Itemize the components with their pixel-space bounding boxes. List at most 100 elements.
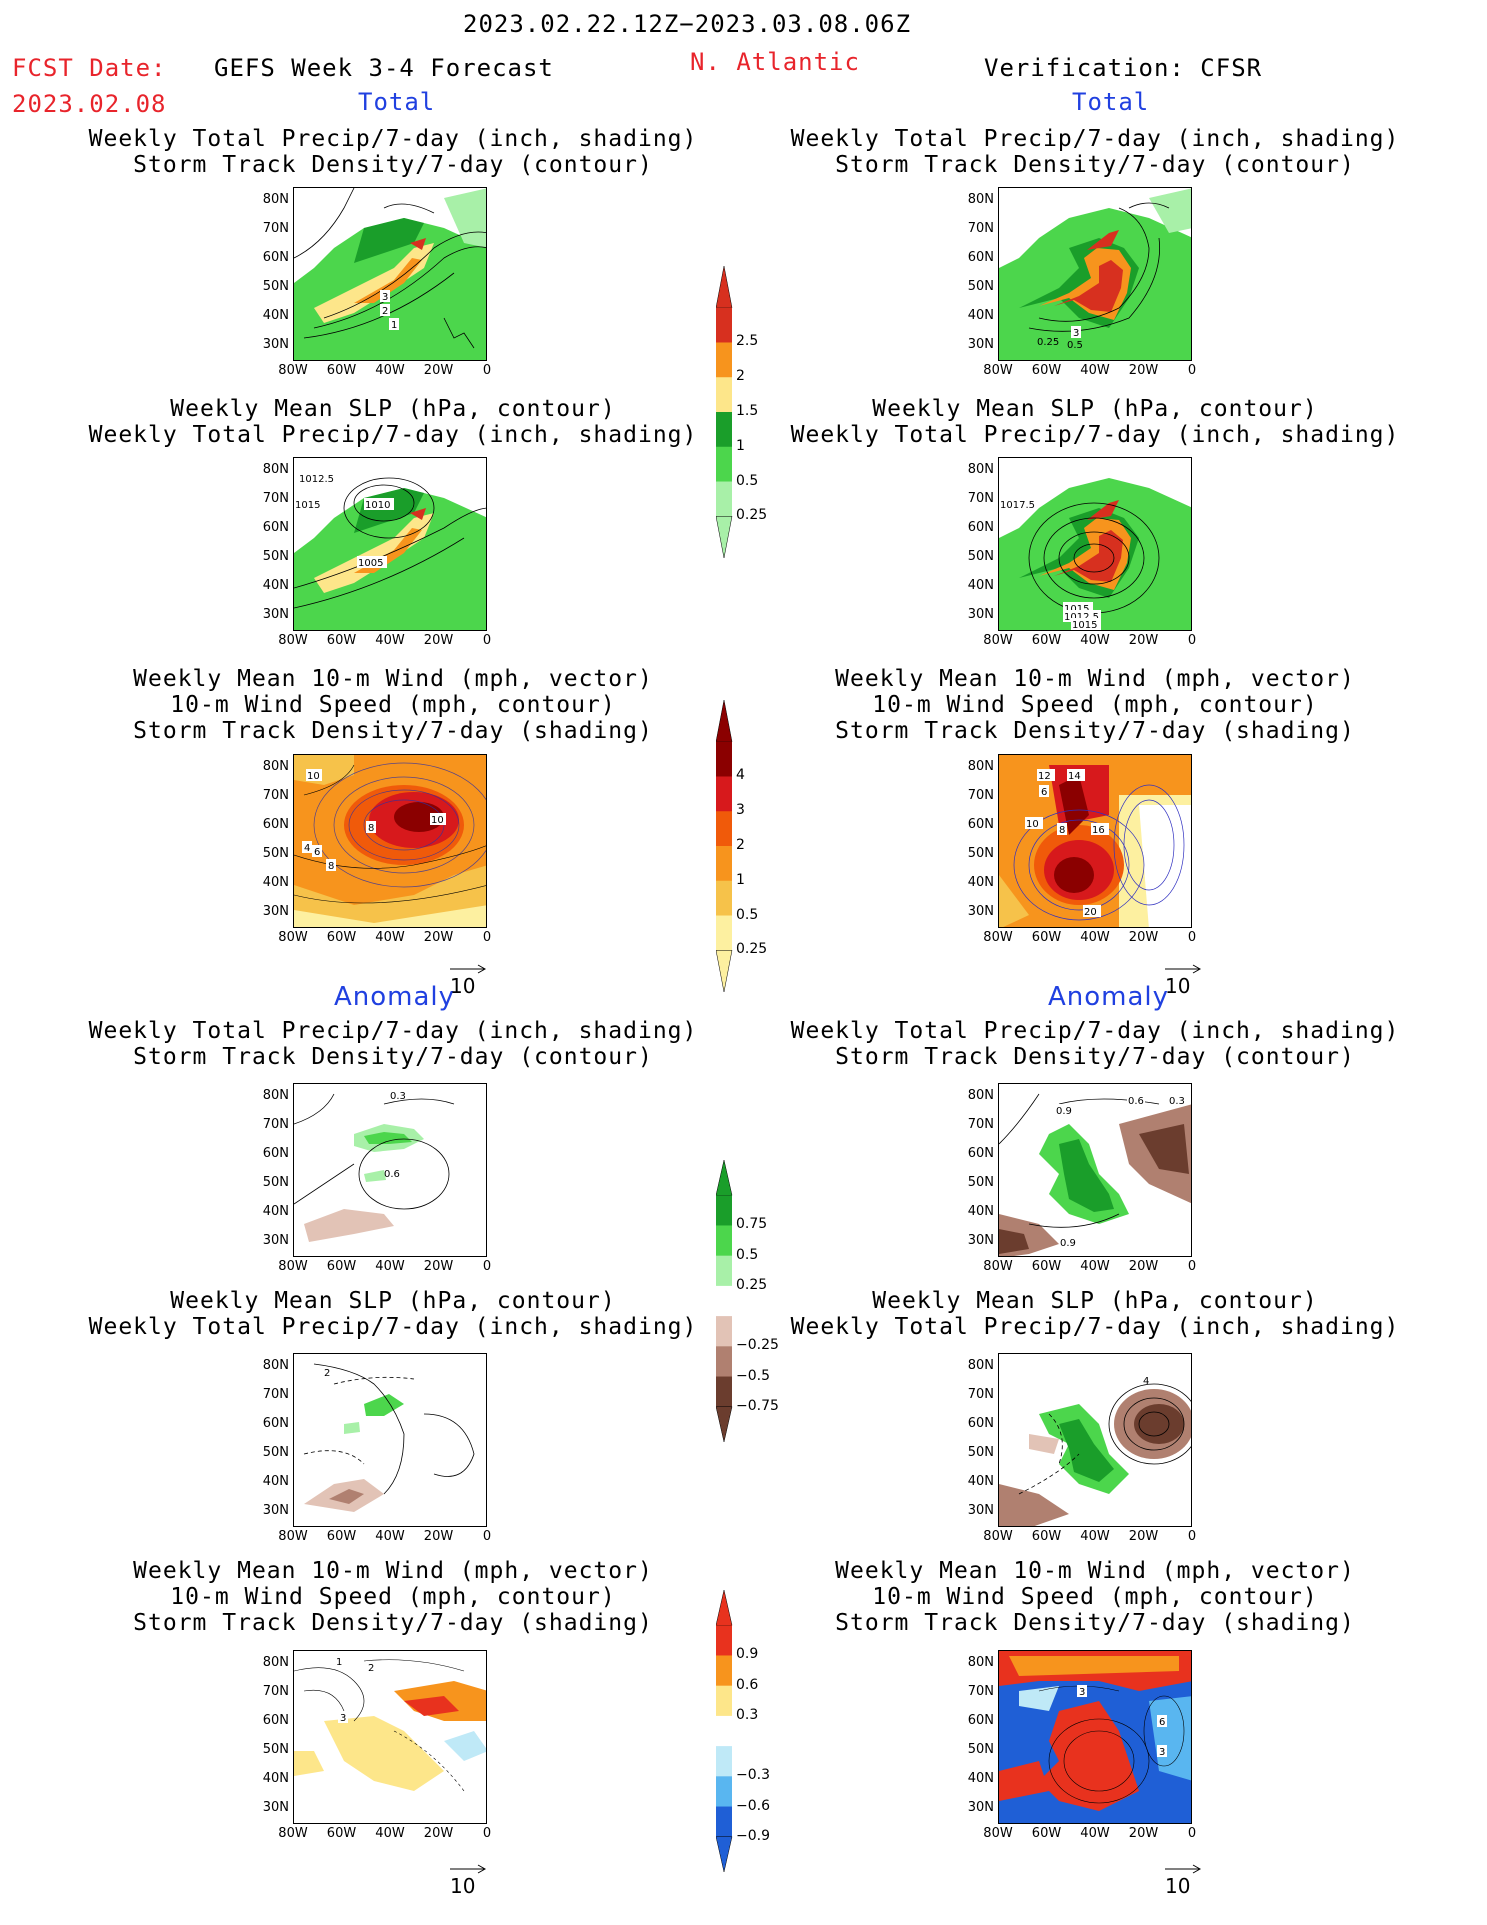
title-line: Weekly Total Precip/7-day (inch, shading… [790, 1018, 1400, 1044]
map-forecast-precip-anomaly: 0.3 0.6 [293, 1083, 487, 1257]
colorbar-swatch [716, 1195, 732, 1226]
y-tick-label: 30N [262, 1233, 289, 1248]
x-tick-label: 40W [1080, 363, 1110, 378]
x-tick-label: 60W [326, 363, 357, 378]
title-line: 10-m Wind Speed (mph, contour) [872, 1584, 1318, 1610]
colorbar-arrow-bottom [716, 1836, 733, 1872]
title-line: Weekly Mean SLP (hPa, contour) [872, 1288, 1318, 1314]
y-tick-label: 30N [967, 1503, 994, 1518]
x-tick-label: 80W [983, 930, 1013, 945]
colorbar-label: 0.25 [736, 507, 768, 524]
map-forecast-slp-total: 1012.5 1015 1010 1005 [293, 457, 487, 631]
colorbar-graphic [716, 1590, 733, 1872]
x-tick-label: 80W [278, 363, 308, 378]
contour-label: 3 [1079, 1687, 1085, 1698]
x-tick-label: 60W [1031, 1529, 1062, 1544]
x-tick-label: 0 [1187, 633, 1197, 648]
map-verification-slp-anomaly: 4 [998, 1353, 1192, 1527]
colorbar-label: −0.5 [736, 1367, 770, 1384]
y-tick-label: 30N [262, 337, 289, 352]
x-tick-label: 80W [983, 1259, 1013, 1274]
colorbar-label: 2 [736, 368, 745, 385]
map-forecast-precip-total: 3 2 1 [293, 187, 487, 361]
y-tick-label: 60N [967, 1146, 994, 1161]
x-tick-label: 0 [482, 633, 492, 648]
x-tick-label: 40W [375, 930, 405, 945]
x-tick-label: 80W [278, 1259, 308, 1274]
x-tick-label: 20W [1128, 1826, 1159, 1841]
y-tick-label: 50N [967, 1742, 994, 1757]
y-tick-label: 80N [967, 1655, 994, 1670]
title-q6: Weekly Mean 10-m Wind (mph, vector) 10-m… [765, 1558, 1425, 1636]
arrow-right-icon [450, 964, 487, 974]
x-tick-label: 80W [983, 1529, 1013, 1544]
contour-label: 3 [340, 1713, 346, 1724]
colorbar-swatch [716, 1776, 732, 1808]
y-tick-label: 70N [967, 491, 994, 506]
contour-label: 8 [1059, 825, 1065, 836]
y-tick-label: 80N [967, 1088, 994, 1103]
contour-label: 16 [1092, 825, 1105, 836]
x-tick-label: 40W [375, 1529, 405, 1544]
colorbar-swatch [716, 1316, 732, 1347]
y-tick-label: 60N [262, 250, 289, 265]
y-tick-label: 40N [262, 1474, 289, 1489]
title-line: Weekly Total Precip/7-day (inch, shading… [790, 422, 1400, 448]
y-tick-label: 50N [967, 279, 994, 294]
right-total-label: Total [1072, 88, 1150, 116]
title-line: Weekly Mean SLP (hPa, contour) [170, 396, 616, 422]
title-line: 10-m Wind Speed (mph, contour) [170, 692, 616, 718]
title-line: Weekly Total Precip/7-day (inch, shading… [790, 1314, 1400, 1340]
x-tick-label: 80W [278, 1529, 308, 1544]
colorbar-label: 0.5 [736, 906, 759, 923]
y-tick-label: 70N [967, 221, 994, 236]
contour-label: 8 [328, 861, 334, 872]
x-tick-label: 0 [1187, 363, 1197, 378]
contour-label: 12 [1038, 771, 1051, 782]
colorbar-swatch [716, 776, 732, 812]
x-tick-label: 60W [326, 930, 357, 945]
y-tick-label: 60N [262, 817, 289, 832]
contour-label: 10 [307, 771, 320, 782]
right-column-title: Verification: CFSR [984, 54, 1263, 82]
y-tick-label: 50N [262, 1445, 289, 1460]
vector-ref-label: 10 [450, 974, 476, 998]
x-tick-label: 0 [482, 1259, 492, 1274]
y-tick-label: 70N [967, 1117, 994, 1132]
y-tick-label: 40N [262, 1771, 289, 1786]
title-line: Weekly Total Precip/7-day (inch, shading… [88, 126, 698, 152]
colorbar-label: −0.9 [736, 1827, 770, 1844]
colorbar-swatch [716, 811, 732, 847]
x-tick-label: 20W [1128, 633, 1159, 648]
x-tick-label: 20W [423, 1529, 454, 1544]
colorbar-arrow-bottom [716, 950, 733, 992]
contour-label: 4 [1143, 1376, 1149, 1387]
y-tick-label: 40N [262, 875, 289, 890]
left-anomaly-label: Anomaly [334, 982, 456, 1012]
y-tick-label: 50N [262, 846, 289, 861]
y-tick-label: 30N [967, 904, 994, 919]
contour-label: 14 [1068, 771, 1081, 782]
colorbar-label: 0.25 [736, 941, 768, 958]
y-tick-label: 80N [262, 192, 289, 207]
y-tick-label: 30N [262, 607, 289, 622]
fcst-date-label: FCST Date: [12, 54, 167, 82]
y-tick-label: 40N [967, 1204, 994, 1219]
title-p3: Weekly Mean 10-m Wind (mph, vector) 10-m… [63, 666, 723, 744]
y-tick-label: 80N [262, 759, 289, 774]
colorbar-swatch [716, 1685, 732, 1717]
colorbar-label: 2 [736, 837, 745, 853]
contour-label: 1015 [1064, 604, 1089, 615]
x-tick-label: 40W [1080, 1259, 1110, 1274]
arrow-right-icon [1165, 1864, 1202, 1874]
y-tick-label: 60N [967, 520, 994, 535]
colorbar-label: 0.5 [736, 1246, 759, 1263]
y-tick-label: 80N [967, 759, 994, 774]
x-tick-label: 40W [375, 1259, 405, 1274]
map-forecast-slp-anomaly: 2 [293, 1353, 487, 1527]
x-tick-label: 0 [1187, 1826, 1197, 1841]
x-tick-label: 20W [1128, 363, 1159, 378]
x-tick-label: 20W [423, 1259, 454, 1274]
title-line: Weekly Total Precip/7-day (inch, shading… [790, 126, 1400, 152]
contour-label: 0.9 [1060, 1238, 1076, 1249]
